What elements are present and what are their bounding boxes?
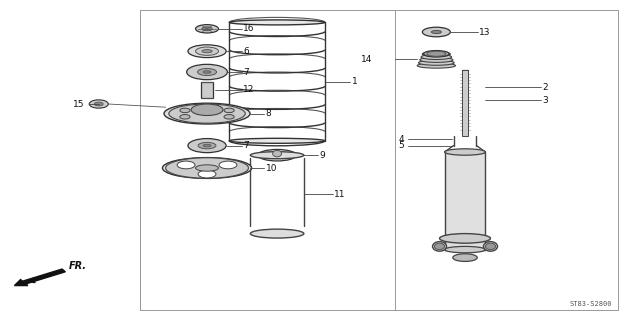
- Ellipse shape: [188, 139, 226, 153]
- Ellipse shape: [229, 138, 325, 143]
- Bar: [201, 82, 213, 98]
- Ellipse shape: [166, 158, 248, 178]
- Text: 7: 7: [243, 68, 249, 76]
- Ellipse shape: [483, 242, 497, 251]
- Text: 15: 15: [73, 100, 85, 108]
- Ellipse shape: [445, 149, 485, 155]
- Ellipse shape: [421, 54, 452, 60]
- Ellipse shape: [169, 104, 245, 123]
- Ellipse shape: [164, 103, 250, 124]
- FancyArrow shape: [15, 269, 66, 285]
- Ellipse shape: [202, 50, 212, 53]
- Ellipse shape: [431, 30, 441, 34]
- Ellipse shape: [427, 51, 446, 56]
- Ellipse shape: [440, 234, 490, 243]
- Text: FR.: FR.: [69, 261, 87, 271]
- Ellipse shape: [196, 47, 218, 55]
- Ellipse shape: [203, 144, 211, 147]
- Ellipse shape: [94, 102, 103, 106]
- Text: ST83-S2800: ST83-S2800: [569, 300, 612, 307]
- Ellipse shape: [202, 27, 212, 31]
- Ellipse shape: [229, 20, 325, 25]
- Ellipse shape: [271, 153, 283, 157]
- Ellipse shape: [453, 254, 477, 261]
- Ellipse shape: [177, 161, 195, 169]
- Ellipse shape: [203, 71, 211, 73]
- Ellipse shape: [191, 104, 223, 116]
- Text: 8: 8: [266, 109, 271, 118]
- Ellipse shape: [197, 68, 217, 76]
- Ellipse shape: [224, 108, 234, 113]
- Ellipse shape: [422, 27, 450, 37]
- Text: 12: 12: [243, 85, 255, 94]
- Text: 13: 13: [479, 28, 490, 36]
- Text: 16: 16: [243, 24, 255, 33]
- Ellipse shape: [162, 158, 252, 179]
- Ellipse shape: [180, 115, 190, 119]
- Text: 14: 14: [361, 55, 373, 64]
- Ellipse shape: [196, 25, 218, 33]
- Text: 2: 2: [543, 83, 548, 92]
- Ellipse shape: [419, 60, 454, 65]
- Bar: [462, 70, 468, 136]
- Ellipse shape: [273, 150, 282, 157]
- Ellipse shape: [198, 142, 216, 149]
- Text: 11: 11: [334, 190, 345, 199]
- Ellipse shape: [89, 100, 108, 108]
- Ellipse shape: [434, 243, 445, 250]
- Ellipse shape: [485, 243, 496, 250]
- Text: 3: 3: [543, 95, 548, 105]
- Ellipse shape: [417, 63, 455, 68]
- Ellipse shape: [198, 170, 216, 178]
- Ellipse shape: [424, 51, 449, 57]
- Ellipse shape: [180, 108, 190, 113]
- Ellipse shape: [219, 161, 237, 169]
- Text: 4: 4: [399, 135, 404, 144]
- Bar: [445, 152, 485, 250]
- Bar: [140, 10, 618, 310]
- Ellipse shape: [420, 57, 453, 62]
- Ellipse shape: [196, 165, 218, 171]
- Ellipse shape: [250, 152, 304, 159]
- Ellipse shape: [250, 229, 304, 238]
- Ellipse shape: [258, 149, 296, 161]
- Text: 1: 1: [352, 77, 357, 86]
- Ellipse shape: [224, 115, 234, 119]
- Text: 5: 5: [399, 141, 404, 150]
- Text: 6: 6: [243, 47, 249, 56]
- Ellipse shape: [188, 45, 226, 58]
- Ellipse shape: [433, 242, 447, 251]
- Ellipse shape: [187, 64, 227, 80]
- Text: 7: 7: [243, 141, 249, 150]
- Ellipse shape: [445, 246, 485, 253]
- Ellipse shape: [422, 52, 450, 57]
- Text: 10: 10: [266, 164, 277, 172]
- Text: 9: 9: [320, 151, 326, 160]
